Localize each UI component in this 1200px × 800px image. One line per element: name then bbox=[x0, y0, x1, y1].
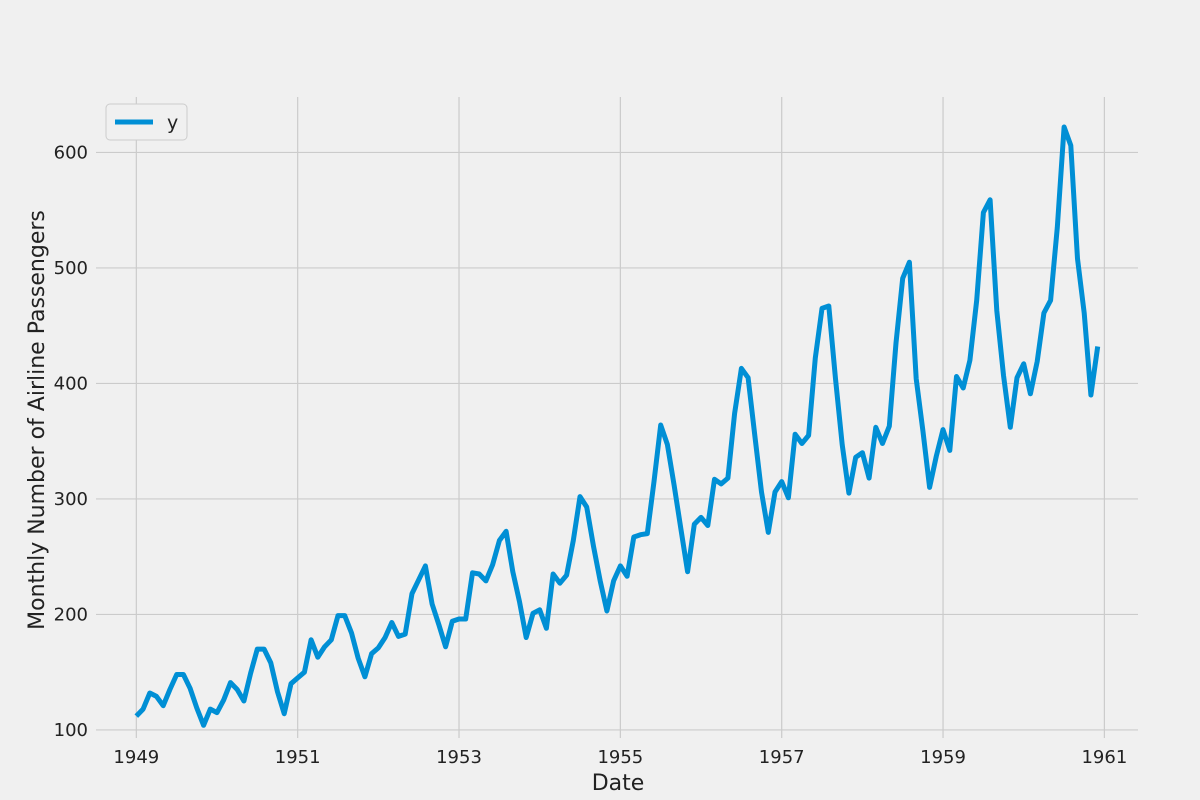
x-tick-label: 1959 bbox=[920, 747, 966, 768]
gridlines bbox=[96, 97, 1138, 738]
y-tick-label: 600 bbox=[54, 142, 88, 163]
y-tick-label: 500 bbox=[54, 258, 88, 279]
y-tick-label: 100 bbox=[54, 720, 88, 741]
y-tick-label: 400 bbox=[54, 373, 88, 394]
x-axis-label: Date bbox=[592, 771, 645, 796]
y-tick-label: 300 bbox=[54, 489, 88, 510]
x-tick-label: 1961 bbox=[1081, 747, 1127, 768]
legend: y bbox=[105, 103, 188, 141]
legend-label-y: y bbox=[167, 112, 178, 134]
x-tick-label: 1953 bbox=[436, 747, 482, 768]
y-axis-label: Monthly Number of Airline Passengers bbox=[25, 210, 50, 630]
x-axis-ticks: 1949 1951 1953 1955 1957 1959 1961 bbox=[113, 747, 1127, 768]
x-tick-label: 1949 bbox=[113, 747, 159, 768]
y-axis-ticks: 100 200 300 400 500 600 bbox=[54, 142, 88, 740]
y-tick-label: 200 bbox=[54, 604, 88, 625]
series-line-y bbox=[134, 124, 1101, 728]
x-tick-label: 1957 bbox=[759, 747, 805, 768]
x-tick-label: 1951 bbox=[275, 747, 321, 768]
x-tick-label: 1955 bbox=[597, 747, 643, 768]
